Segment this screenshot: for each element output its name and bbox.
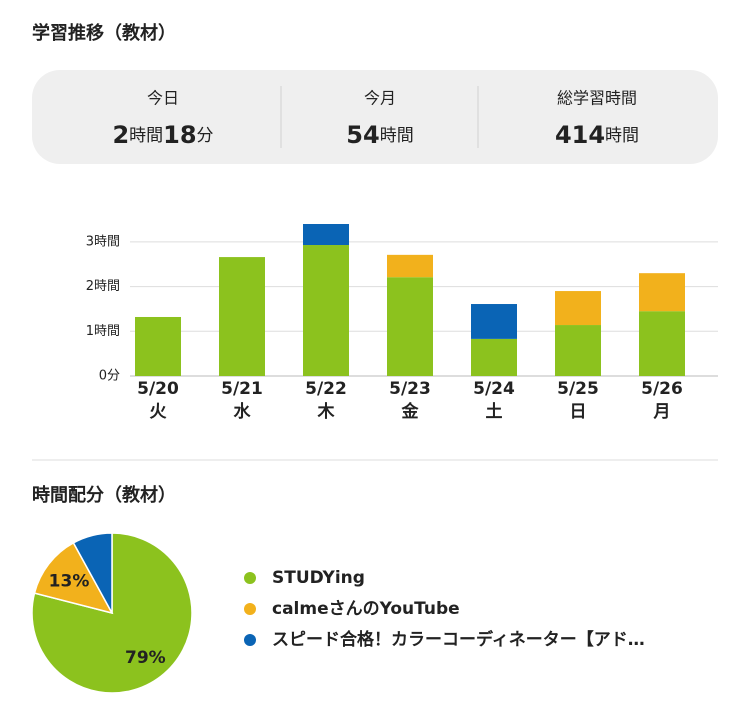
x-tick-label: 5/26: [641, 379, 683, 399]
x-tick-label: 5/23: [389, 379, 431, 399]
summary-unit: 時間: [129, 126, 163, 146]
x-tick-label: 水: [234, 401, 252, 422]
summary-value: 54時間: [346, 121, 413, 149]
legend-dot: [244, 572, 256, 584]
summary-number: 54: [346, 121, 379, 149]
x-tick-label: 5/22: [305, 379, 347, 399]
x-tick-label: 土: [486, 401, 503, 422]
y-tick-label: 3時間: [86, 234, 120, 249]
section-title: 時間配分（教材）: [32, 484, 176, 506]
y-tick-label: 2時間: [86, 279, 120, 294]
pie-label: 13%: [49, 572, 90, 592]
summary-unit: 時間: [380, 126, 414, 146]
summary-unit: 分: [197, 126, 214, 146]
bar-segment: [135, 316, 181, 376]
summary-number: 2: [112, 121, 129, 149]
bar-segment: [219, 257, 265, 376]
pie-slice: [33, 541, 114, 615]
bar-segment: [387, 254, 433, 278]
summary-box: [32, 70, 718, 164]
pie-slice: [72, 532, 113, 614]
bar-segment: [555, 325, 601, 376]
summary-label: 今月: [364, 89, 396, 108]
x-tick-label: 5/25: [557, 379, 599, 399]
bar-segment: [471, 338, 517, 376]
legend-label: STUDYing: [272, 568, 365, 588]
x-tick-label: 日: [570, 402, 587, 422]
bar-segment: [555, 291, 601, 326]
bar-segment: [639, 311, 685, 376]
x-tick-label: 木: [317, 401, 336, 422]
legend-label: calmeさんのYouTube: [272, 599, 460, 619]
y-tick-label: 0分: [99, 369, 120, 384]
summary-value: 2時間18分: [112, 121, 213, 149]
summary-value: 414時間: [555, 121, 639, 149]
x-tick-label: 5/20: [137, 379, 179, 399]
x-tick-label: 金: [401, 401, 420, 422]
summary-number: 414: [555, 121, 605, 149]
bar-segment: [387, 277, 433, 376]
bar-segment: [303, 224, 349, 246]
x-tick-label: 5/21: [221, 379, 263, 399]
x-tick-label: 火: [150, 402, 168, 422]
legend-label: スピード合格！カラーコーディネーター【アド…: [272, 629, 645, 650]
bar-segment: [471, 304, 517, 339]
x-tick-label: 5/24: [473, 379, 515, 399]
pie-label: 79%: [125, 648, 166, 668]
summary-label: 総学習時間: [557, 89, 637, 108]
summary-number: 18: [163, 121, 196, 149]
summary-unit: 時間: [605, 126, 639, 146]
legend-dot: [244, 603, 256, 615]
y-tick-label: 1時間: [86, 324, 120, 339]
section-title: 学習推移（教材）: [32, 22, 176, 44]
legend-dot: [244, 634, 256, 646]
bar-segment: [303, 245, 349, 376]
x-tick-label: 月: [653, 402, 671, 422]
bar-segment: [639, 273, 685, 312]
summary-label: 今日: [147, 89, 179, 108]
